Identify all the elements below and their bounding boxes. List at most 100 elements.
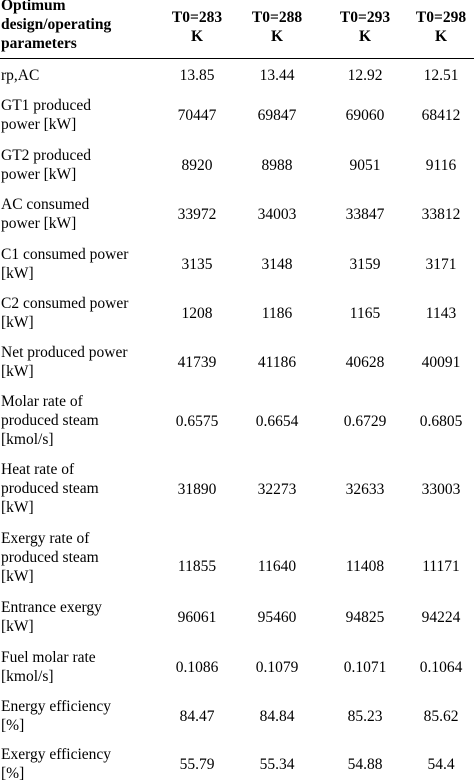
value-cell: 3171 bbox=[425, 256, 457, 273]
value-cell: 9051 bbox=[349, 157, 381, 174]
row-label-line: Exergy efficiency bbox=[1, 746, 112, 763]
value-cell: 8920 bbox=[181, 157, 213, 174]
header-col-t283: T0=283 K bbox=[152, 8, 242, 46]
row-label-line: GT1 produced bbox=[1, 97, 91, 114]
value-cell: 11171 bbox=[422, 558, 460, 575]
row-label-line: AC consumed bbox=[1, 196, 90, 213]
value-cell: 11408 bbox=[345, 558, 385, 575]
header-col-line: T0=298 bbox=[415, 9, 467, 26]
value-cell: 40628 bbox=[345, 354, 385, 371]
value-cell: 11855 bbox=[177, 558, 217, 575]
row-label-line: [kmol/s] bbox=[1, 668, 54, 685]
row-label: GT1 produced power [kW] bbox=[1, 96, 169, 134]
row-label-line: [kW] bbox=[1, 314, 34, 331]
row-label-line: Exergy rate of bbox=[1, 530, 90, 547]
value-cell: 32273 bbox=[257, 481, 297, 498]
header-label-line: parameters bbox=[1, 35, 77, 52]
value-cell: 0.6575 bbox=[175, 413, 219, 430]
value-cell: 31890 bbox=[177, 481, 217, 498]
value-cell: 85.23 bbox=[347, 708, 383, 725]
value-cell: 33972 bbox=[177, 206, 217, 223]
header-col-t293: T0=293 K bbox=[320, 8, 410, 46]
value-cell: 96061 bbox=[177, 609, 217, 626]
value-cell: 55.34 bbox=[259, 756, 295, 773]
row-label-line: [%] bbox=[1, 717, 25, 734]
row-label: Heat rate of produced steam [kW] bbox=[1, 460, 169, 517]
value-cell: 55.79 bbox=[179, 756, 215, 773]
row-label-line: C1 consumed power bbox=[1, 246, 129, 263]
value-cell: 0.1071 bbox=[343, 659, 387, 676]
value-cell: 1143 bbox=[425, 305, 457, 322]
value-cell: 12.92 bbox=[347, 67, 383, 84]
row-label: Exergy efficiency [%] bbox=[1, 745, 169, 783]
row-label: Fuel molar rate [kmol/s] bbox=[1, 648, 169, 686]
value-cell: 0.1064 bbox=[419, 659, 463, 676]
value-cell: 0.6805 bbox=[419, 413, 463, 430]
value-cell: 3159 bbox=[349, 256, 381, 273]
row-label-line: Entrance exergy bbox=[1, 599, 102, 616]
value-cell: 3135 bbox=[181, 256, 213, 273]
value-cell: 54.88 bbox=[347, 756, 383, 773]
value-cell: 12.51 bbox=[423, 67, 459, 84]
value-cell: 33847 bbox=[345, 206, 385, 223]
header-col-line: K bbox=[270, 28, 284, 45]
row-label: C1 consumed power [kW] bbox=[1, 245, 169, 283]
row-label-line: rp,AC bbox=[1, 67, 40, 84]
row-label: Net produced power [kW] bbox=[1, 343, 169, 381]
value-cell: 1165 bbox=[349, 305, 381, 322]
row-label-line: power [kW] bbox=[1, 116, 77, 133]
header-col-line: K bbox=[358, 28, 372, 45]
value-cell: 0.1086 bbox=[175, 659, 219, 676]
value-cell: 1208 bbox=[181, 305, 213, 322]
value-cell: 85.62 bbox=[423, 708, 459, 725]
header-label-line: design/operating bbox=[1, 16, 112, 33]
row-label-line: [kW] bbox=[1, 568, 34, 585]
header-col-t288: T0=288 K bbox=[232, 8, 322, 46]
row-label-line: [kW] bbox=[1, 499, 34, 516]
row-label-line: Energy efficiency bbox=[1, 698, 112, 715]
row-label-line: C2 consumed power bbox=[1, 295, 129, 312]
row-label-line: GT2 produced bbox=[1, 147, 91, 164]
row-label-line: Molar rate of bbox=[1, 393, 83, 410]
value-cell: 69847 bbox=[257, 107, 297, 124]
header-col-line: T0=283 bbox=[171, 9, 223, 26]
row-label: GT2 produced power [kW] bbox=[1, 146, 169, 184]
value-cell: 13.44 bbox=[259, 67, 295, 84]
row-label-line: power [kW] bbox=[1, 215, 77, 232]
row-label-line: power [kW] bbox=[1, 166, 77, 183]
row-label: rp,AC bbox=[1, 66, 169, 85]
row-label: C2 consumed power [kW] bbox=[1, 294, 169, 332]
row-label: Energy efficiency [%] bbox=[1, 697, 169, 735]
header-col-t298: T0=298 K bbox=[396, 8, 474, 46]
row-label: Exergy rate of produced steam [kW] bbox=[1, 529, 169, 586]
value-cell: 40091 bbox=[421, 354, 461, 371]
header-label: Optimum design/operating parameters bbox=[1, 0, 169, 53]
value-cell: 70447 bbox=[177, 107, 217, 124]
header-col-line: T0=293 bbox=[339, 9, 391, 26]
row-label-line: produced steam bbox=[1, 480, 99, 497]
header-col-line: K bbox=[190, 28, 204, 45]
row-label-line: produced steam bbox=[1, 549, 99, 566]
value-cell: 32633 bbox=[345, 481, 385, 498]
row-label-line: Net produced power bbox=[1, 344, 128, 361]
header-label-line: Optimum bbox=[1, 0, 66, 14]
value-cell: 1186 bbox=[261, 305, 293, 322]
value-cell: 69060 bbox=[345, 107, 385, 124]
row-label: Molar rate of produced steam [kmol/s] bbox=[1, 392, 169, 449]
row-label: AC consumed power [kW] bbox=[1, 195, 169, 233]
value-cell: 84.84 bbox=[259, 708, 295, 725]
value-cell: 13.85 bbox=[179, 67, 215, 84]
value-cell: 33812 bbox=[421, 206, 461, 223]
value-cell: 95460 bbox=[257, 609, 297, 626]
value-cell: 0.6729 bbox=[343, 413, 387, 430]
value-cell: 94224 bbox=[421, 609, 461, 626]
table-header: Optimum design/operating parameters T0=2… bbox=[0, 0, 474, 56]
row-label-line: produced steam bbox=[1, 412, 99, 429]
value-cell: 3148 bbox=[261, 256, 293, 273]
value-cell: 33003 bbox=[421, 481, 461, 498]
value-cell: 8988 bbox=[261, 157, 293, 174]
row-label: Entrance exergy [kW] bbox=[1, 598, 169, 636]
value-cell: 84.47 bbox=[179, 708, 215, 725]
value-cell: 54.4 bbox=[427, 756, 455, 773]
row-label-line: [kW] bbox=[1, 363, 34, 380]
